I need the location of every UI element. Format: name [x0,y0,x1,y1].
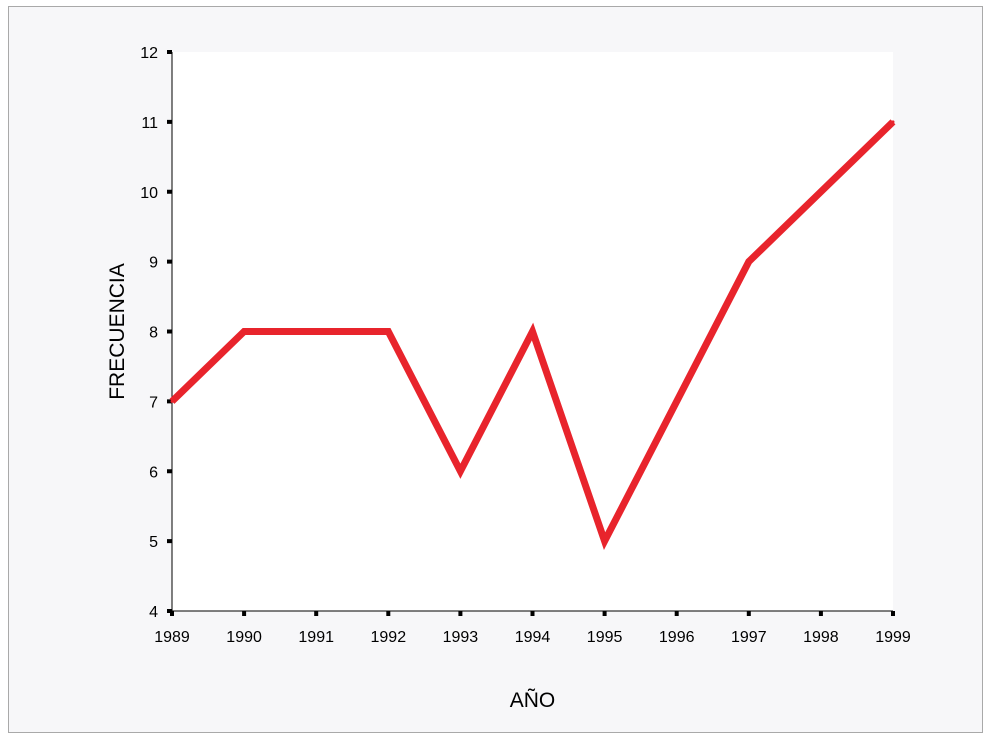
x-tick-label: 1999 [875,629,911,646]
x-tick-label: 1994 [515,629,551,646]
y-axis-ticks: 4 5 6 7 8 9 10 11 12 [140,45,172,621]
data-point [747,260,751,264]
y-tick-mark [167,399,172,404]
x-tick-label: 1989 [154,629,190,646]
x-tick-label: 1995 [587,629,623,646]
data-point [603,539,607,543]
x-tick-mark [602,611,607,616]
y-tick-label: 10 [140,185,158,202]
x-tick-mark [386,611,391,616]
data-point [458,469,462,473]
data-point [891,120,895,124]
y-tick-label: 11 [141,115,158,132]
x-tick-label: 1991 [298,629,334,646]
x-axis-title: AÑO [510,688,556,712]
y-tick-mark [167,469,172,474]
x-tick-label: 1992 [371,629,407,646]
y-tick-mark [167,609,172,613]
y-tick-label: 4 [149,604,158,621]
data-point [170,399,174,403]
y-tick-label: 6 [149,464,158,481]
y-tick-mark [167,259,172,264]
x-tick-label: 1990 [226,629,262,646]
x-tick-label: 1993 [443,629,479,646]
x-tick-mark [314,611,319,616]
data-point [386,330,390,333]
y-tick-mark [167,329,172,334]
y-tick-label: 7 [149,394,158,411]
x-tick-label: 1996 [659,629,695,646]
y-tick-label: 8 [149,325,158,342]
y-tick-mark [167,539,172,544]
data-point [314,330,318,333]
series-layer [169,119,896,551]
x-axis-ticks: 1989 1990 1991 1992 1993 1994 1995 1996 1997 1998… [154,611,911,646]
x-tick-mark [891,611,895,616]
x-tick-label: 1997 [731,629,767,646]
y-axis-title: FRECUENCIA [106,263,129,400]
x-tick-label: 1998 [803,629,839,646]
y-tick-mark [167,189,172,194]
x-tick-mark [170,611,174,616]
x-tick-mark [746,611,751,616]
y-tick-mark [167,119,172,124]
data-point [242,330,246,333]
y-tick-label: 12 [140,45,158,62]
x-tick-mark [530,611,535,616]
x-tick-mark [818,611,823,616]
data-point [531,330,534,333]
data-point [675,399,679,403]
y-tick-mark [167,50,172,54]
y-tick-label: 9 [149,255,158,272]
x-tick-mark [242,611,247,616]
data-point [819,190,823,194]
x-tick-mark [458,611,463,616]
x-tick-mark [674,611,679,616]
y-tick-label: 5 [149,534,158,551]
